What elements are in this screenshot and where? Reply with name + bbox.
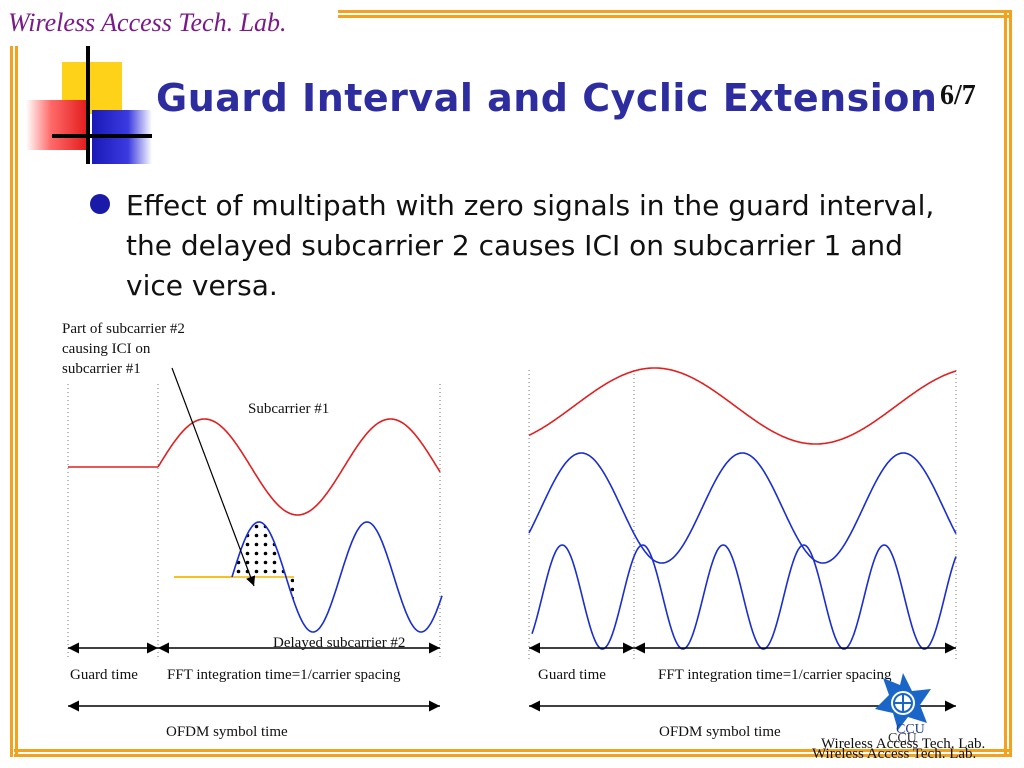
slide-frame-top bbox=[338, 10, 1010, 18]
left-dashed-guides bbox=[67, 384, 441, 660]
bullet-text: Effect of multipath with zero signals in… bbox=[126, 189, 935, 302]
right-subcarrier2-wave bbox=[528, 452, 957, 564]
logo-text: CCU bbox=[896, 722, 925, 737]
right-symbol-label: OFDM symbol time bbox=[659, 724, 781, 740]
left-fft-label: FFT integration time=1/carrier spacing bbox=[167, 667, 401, 683]
slide-frame-bottom bbox=[14, 749, 1010, 757]
ici-dotted-region bbox=[232, 522, 294, 602]
slide-title: Guard Interval and Cyclic Extension bbox=[156, 76, 938, 120]
subcarrier1-wave bbox=[157, 418, 441, 516]
right-guard-time-label: Guard time bbox=[538, 667, 606, 683]
lab-name-header: Wireless Access Tech. Lab. bbox=[8, 8, 287, 37]
right-dashed-guides bbox=[528, 370, 957, 660]
annotation-text-line3: subcarrier #1 bbox=[62, 361, 141, 377]
logo-text-shadow: CCU bbox=[888, 731, 917, 746]
footer-lab-name: Wireless Access Tech. Lab. bbox=[821, 736, 986, 752]
right-subcarrier1-wave bbox=[528, 367, 957, 445]
slide-frame-right bbox=[1004, 10, 1012, 757]
right-fft-label: FFT integration time=1/carrier spacing bbox=[658, 667, 892, 683]
annotation-text-line2: causing ICI on bbox=[62, 341, 151, 357]
delayed-subcarrier2-wave bbox=[231, 521, 443, 633]
annotation-text-line1: Part of subcarrier #2 bbox=[62, 321, 185, 337]
left-guard-time-label: Guard time bbox=[70, 667, 138, 683]
page-number: 6/7 bbox=[940, 80, 976, 111]
right-subcarrier3-wave bbox=[531, 544, 957, 650]
slide-frame-left bbox=[10, 46, 18, 757]
bullet-icon bbox=[90, 194, 110, 214]
footer-lab-name-shadow: Wireless Access Tech. Lab. bbox=[812, 746, 977, 762]
subcarrier1-label: Subcarrier #1 bbox=[248, 401, 329, 417]
left-diagram: Part of subcarrier #2 causing ICI on sub… bbox=[62, 321, 443, 740]
left-symbol-label: OFDM symbol time bbox=[166, 724, 288, 740]
annotation-pointer-line bbox=[171, 367, 256, 587]
delayed-subcarrier2-label: Delayed subcarrier #2 bbox=[273, 635, 405, 651]
ccu-logo-icon bbox=[875, 673, 931, 730]
